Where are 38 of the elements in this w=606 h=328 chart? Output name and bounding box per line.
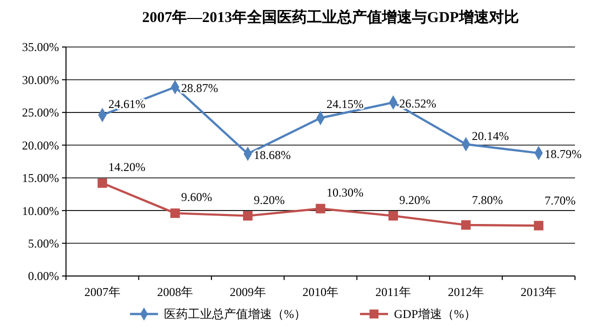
- x-tick-label: 2010年: [302, 285, 338, 299]
- data-label: 10.30%: [326, 186, 364, 200]
- data-label: 7.70%: [544, 194, 576, 208]
- x-tick-label: 2007年: [84, 285, 120, 299]
- chart-title: 2007年—2013年全国医药工业总产值增速与GDP增速对比: [142, 9, 519, 26]
- y-tick-label: 0.00%: [28, 269, 59, 284]
- data-label: 7.80%: [472, 192, 503, 207]
- data-label: 28.87%: [181, 81, 218, 96]
- y-tick-label: 35.00%: [22, 40, 59, 54]
- x-tick-label: 2008年: [157, 285, 194, 299]
- data-label: 18.68%: [254, 148, 291, 162]
- point: [243, 211, 253, 221]
- y-tick-label: 5.00%: [28, 236, 59, 250]
- data-label: 26.52%: [399, 96, 436, 110]
- x-tick-label: 2009年: [230, 285, 266, 299]
- legend-label: 医药工业总产值增速（%）: [164, 307, 306, 321]
- x-tick-label: 2013年: [520, 285, 557, 299]
- y-tick-label: 30.00%: [22, 72, 59, 87]
- data-label: 14.20%: [108, 160, 146, 174]
- point: [98, 178, 108, 188]
- y-tick-label: 20.00%: [22, 138, 59, 152]
- point: [461, 220, 471, 230]
- legend-label: GDP增速（%）: [394, 307, 476, 321]
- data-label: 20.14%: [472, 129, 509, 144]
- data-label: 18.79%: [544, 147, 582, 162]
- x-tick-label: 2011年: [375, 285, 411, 299]
- point: [534, 220, 544, 230]
- data-label: 9.60%: [181, 190, 212, 204]
- point: [316, 204, 326, 214]
- y-tick-label: 10.00%: [22, 204, 59, 218]
- data-label: 24.15%: [326, 96, 364, 111]
- y-tick-label: 15.00%: [22, 171, 59, 186]
- point: [388, 211, 398, 221]
- data-label: 9.20%: [254, 192, 285, 207]
- data-label: 9.20%: [399, 192, 430, 207]
- point: [170, 208, 180, 218]
- x-tick-label: 2012年: [448, 285, 484, 299]
- y-tick-label: 25.00%: [22, 106, 59, 120]
